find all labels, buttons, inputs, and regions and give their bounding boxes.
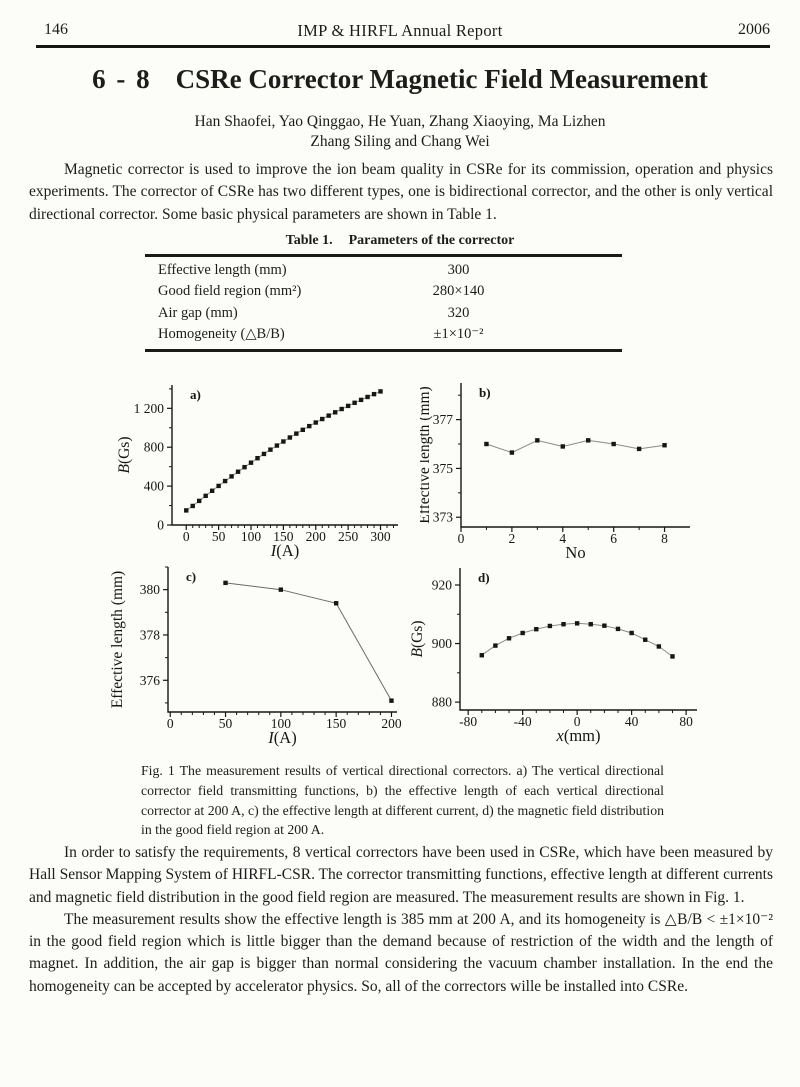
svg-text:80: 80 <box>679 714 693 729</box>
svg-text:373: 373 <box>433 510 454 525</box>
svg-text:Effective length (mm): Effective length (mm) <box>110 571 126 708</box>
svg-text:50: 50 <box>219 716 233 731</box>
journal-title: IMP & HIRFL Annual Report <box>297 21 503 40</box>
svg-text:-40: -40 <box>514 714 532 729</box>
figure-caption: Fig. 1 The measurement results of vertic… <box>141 763 664 838</box>
authors-line-1: Han Shaofei, Yao Qinggao, He Yuan, Zhang… <box>194 113 606 130</box>
row-label: Good field region (mm²) <box>158 283 302 300</box>
svg-text:377: 377 <box>433 412 454 427</box>
svg-text:50: 50 <box>212 529 226 544</box>
chart-d-svg: -80 -40 0 40 80 880 900 920 d) x(mm) B(Gs) <box>409 568 697 745</box>
svg-text:200: 200 <box>306 529 327 544</box>
svg-text:150: 150 <box>273 529 294 544</box>
svg-text:4: 4 <box>559 531 566 546</box>
svg-text:0: 0 <box>157 518 164 533</box>
svg-text:a): a) <box>190 387 201 402</box>
svg-text:0: 0 <box>458 531 465 546</box>
figure-panel-d: -80 -40 0 40 80 880 900 920 d) x(mm) B(Gs) <box>408 556 748 753</box>
measurement-paragraph: In order to satisfy the requirements, 8 … <box>29 844 773 906</box>
table-row: Air gap (mm) 320 <box>145 303 622 324</box>
svg-text:800: 800 <box>144 440 165 455</box>
svg-text:c): c) <box>186 569 196 584</box>
article-title-text: CSRe Corrector Magnetic Field Measuremen… <box>175 64 708 94</box>
figure-panel-c: 0 50 100 150 200 376 378 380 c) I(A) Effective len… <box>110 556 445 755</box>
header-rule <box>36 45 770 48</box>
svg-text:376: 376 <box>140 673 161 688</box>
svg-text:I(A): I(A) <box>270 541 299 560</box>
table-caption: Table 1. Parameters of the corrector <box>0 233 800 249</box>
table-caption-label: Table 1. <box>285 233 333 248</box>
svg-text:B(Gs): B(Gs) <box>409 620 426 657</box>
row-value: 300 <box>447 262 470 279</box>
svg-text:2: 2 <box>509 531 516 546</box>
svg-text:380: 380 <box>140 582 161 597</box>
authors-line-2: Zhang Siling and Chang Wei <box>310 133 490 150</box>
svg-text:d): d) <box>478 570 490 585</box>
table-caption-title: Parameters of the corrector <box>348 233 515 248</box>
svg-text:-80: -80 <box>459 714 477 729</box>
svg-text:150: 150 <box>326 716 347 731</box>
table-row: Good field region (mm²) 280×140 <box>145 281 622 302</box>
svg-text:200: 200 <box>381 716 402 731</box>
closing-paragraphs: In order to satisfy the requirements, 8 … <box>29 842 773 998</box>
intro-paragraph-block: Magnetic corrector is used to improve th… <box>29 159 773 226</box>
row-value: ±1×10⁻² <box>433 326 484 343</box>
table-row: Homogeneity (△B/B) ±1×10⁻² <box>145 324 622 345</box>
authors-block: Han Shaofei, Yao Qinggao, He Yuan, Zhang… <box>0 112 800 152</box>
intro-paragraph: Magnetic corrector is used to improve th… <box>29 161 773 223</box>
svg-text:0: 0 <box>183 529 190 544</box>
svg-text:40: 40 <box>625 714 639 729</box>
figure-panel-a: 0 50 100 150 200 250 300 0 400 800 1 200 a) I(A) B(Gs… <box>118 370 448 565</box>
svg-text:Effective length (mm): Effective length (mm) <box>420 386 433 523</box>
svg-text:B(Gs): B(Gs) <box>118 436 133 473</box>
svg-text:b): b) <box>479 385 491 400</box>
svg-text:880: 880 <box>432 695 453 710</box>
row-label: Effective length (mm) <box>158 262 287 279</box>
page-number: 146 <box>44 21 68 38</box>
svg-text:0: 0 <box>574 714 581 729</box>
row-label: Air gap (mm) <box>158 304 238 321</box>
svg-text:250: 250 <box>338 529 359 544</box>
svg-text:100: 100 <box>241 529 262 544</box>
section-number: 6 - 8 <box>92 64 152 94</box>
row-value: 320 <box>447 304 470 321</box>
svg-text:920: 920 <box>432 577 453 592</box>
article-title: 6 - 8 CSRe Corrector Magnetic Field Measu… <box>0 64 800 95</box>
chart-b-svg: 0 2 4 6 8 373 375 377 b) No Effective length (mm) <box>420 383 690 562</box>
svg-text:I(A): I(A) <box>267 728 296 747</box>
svg-text:x(mm): x(mm) <box>556 726 601 745</box>
svg-text:900: 900 <box>432 636 453 651</box>
row-label: Homogeneity (△B/B) <box>158 326 285 343</box>
svg-text:400: 400 <box>144 479 165 494</box>
chart-a-svg: 0 50 100 150 200 250 300 0 400 800 1 200 a) I(A) B(Gs… <box>118 385 398 560</box>
svg-text:100: 100 <box>271 716 292 731</box>
svg-text:No: No <box>565 543 585 562</box>
chart-c-svg: 0 50 100 150 200 376 378 380 c) I(A) Effective len… <box>110 566 402 747</box>
parameters-table: Effective length (mm) 300 Good field reg… <box>145 254 622 353</box>
svg-text:375: 375 <box>433 461 454 476</box>
svg-text:0: 0 <box>167 716 174 731</box>
results-paragraph: The measurement results show the effecti… <box>29 910 773 995</box>
svg-text:6: 6 <box>610 531 617 546</box>
row-value: 280×140 <box>432 283 485 300</box>
svg-text:1 200: 1 200 <box>134 401 165 416</box>
figure-panel-b: 0 2 4 6 8 373 375 377 b) No Effective length (mm) <box>420 370 725 565</box>
svg-text:378: 378 <box>140 627 161 642</box>
journal-year: 2006 <box>738 21 770 38</box>
svg-text:8: 8 <box>661 531 668 546</box>
table-row: Effective length (mm) 300 <box>145 260 622 281</box>
svg-text:300: 300 <box>370 529 391 544</box>
